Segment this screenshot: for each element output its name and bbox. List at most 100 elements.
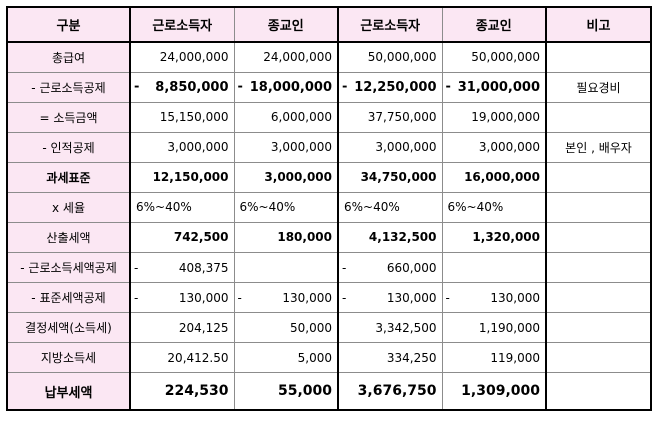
row-label: 납부세액 (6, 372, 131, 411)
note-cell (545, 312, 652, 344)
value-cell: 180,000 (233, 221, 339, 254)
value-text: 3,000,000 (264, 170, 332, 185)
value-cell: 3,000,000 (129, 131, 235, 163)
tax-comparison-table: 구분 근로소득자 종교인 근로소득자 종교인 비고 총급여 24,000,000… (6, 6, 652, 411)
value-cell: 3,000,000 (441, 131, 547, 163)
table-row: 결정세액(소득세) 204,125 50,000 3,342,500 1,190… (6, 312, 652, 344)
header-note: 비고 (545, 6, 652, 44)
value-cell: 1,309,000 (441, 372, 547, 411)
value-text: 3,000,000 (167, 140, 229, 155)
row-label: - 인적공제 (6, 131, 131, 163)
value-text: 5,000 (297, 350, 332, 365)
value-text: 3,342,500 (375, 320, 437, 335)
table-row: 과세표준 12,150,000 3,000,000 34,750,000 16,… (6, 161, 652, 193)
value-cell: 24,000,000 (233, 41, 339, 73)
minus-sign: - (134, 290, 139, 305)
minus-sign: - (342, 260, 347, 275)
note-cell (545, 161, 652, 193)
row-label: 결정세액(소득세) (6, 312, 131, 344)
value-text: 20,412.50 (167, 350, 229, 365)
value-cell: -12,250,000 (337, 71, 443, 103)
minus-sign: - (342, 79, 348, 95)
note-cell (545, 41, 652, 73)
value-cell: 5,000 (233, 342, 339, 374)
value-text: 130,000 (178, 290, 229, 305)
value-cell (233, 252, 339, 284)
note-cell (545, 221, 652, 254)
minus-sign: - (445, 290, 450, 305)
value-cell: 3,000,000 (233, 131, 339, 163)
value-text: 130,000 (386, 290, 437, 305)
value-text: 3,000,000 (270, 140, 332, 155)
note-cell (545, 372, 652, 411)
value-cell: - 130,000 (337, 282, 443, 314)
note-cell (545, 252, 652, 284)
header-religious-1: 종교인 (233, 6, 339, 44)
value-cell: - 408,375 (129, 252, 235, 284)
value-text: 18,000,000 (249, 79, 332, 95)
value-cell: 1,190,000 (441, 312, 547, 344)
table-row: 산출세액 742,500 180,000 4,132,500 1,320,000 (6, 221, 652, 254)
note-cell (545, 191, 652, 223)
note-cell (545, 342, 652, 374)
minus-sign: - (237, 79, 243, 95)
table-row: - 표준세액공제 -130,000 -130,000 -130,000 -130… (6, 282, 652, 314)
value-cell: 19,000,000 (441, 101, 547, 133)
row-label: 과세표준 (6, 161, 131, 193)
note-cell: 본인 , 배우자 (545, 131, 652, 163)
header-worker-1: 근로소득자 (129, 6, 235, 44)
value-text: 660,000 (386, 260, 437, 275)
row-label: 산출세액 (6, 221, 131, 254)
value-text: 15,150,000 (159, 110, 229, 125)
row-label: - 근로소득세액공제 (6, 252, 131, 284)
value-text: 8,850,000 (155, 79, 229, 95)
value-cell: 224,530 (129, 372, 235, 411)
value-text: 50,000,000 (367, 50, 437, 65)
total-row: 납부세액 224,530 55,000 3,676,750 1,309,000 (6, 372, 652, 411)
value-text: 334,250 (386, 350, 437, 365)
value-text: 12,150,000 (152, 170, 229, 185)
table-row: x 세율 6%~40% 6%~40% 6%~40% 6%~40% (6, 191, 652, 223)
value-text: 16,000,000 (464, 170, 540, 185)
value-cell: 334,250 (337, 342, 443, 374)
value-text: 12,250,000 (354, 79, 437, 95)
value-cell: 3,342,500 (337, 312, 443, 344)
row-label: - 표준세액공제 (6, 282, 131, 314)
tax-rate-cell: 6%~40% (441, 191, 547, 223)
tax-rate-cell: 6%~40% (337, 191, 443, 223)
note-cell (545, 101, 652, 133)
row-label: 지방소득세 (6, 342, 131, 374)
minus-sign: - (445, 79, 451, 95)
value-cell: 3,000,000 (337, 131, 443, 163)
minus-sign: - (134, 260, 139, 275)
value-text: 1,309,000 (461, 383, 540, 400)
table-row: - 근로소득공제 -8,850,000 -18,000,000 -12,250,… (6, 71, 652, 103)
value-text: 1,190,000 (478, 320, 540, 335)
row-label: = 소득금액 (6, 101, 131, 133)
value-text: 204,125 (178, 320, 229, 335)
minus-sign: - (237, 290, 242, 305)
value-cell: - 130,000 (129, 282, 235, 314)
value-cell: 37,750,000 (337, 101, 443, 133)
value-cell: 204,125 (129, 312, 235, 344)
value-text: 180,000 (277, 230, 332, 245)
header-religious-2: 종교인 (441, 6, 547, 44)
header-row: 구분 근로소득자 종교인 근로소득자 종교인 비고 (6, 6, 652, 44)
value-text: 224,530 (164, 383, 229, 400)
value-cell: 3,676,750 (337, 372, 443, 411)
value-cell: 3,000,000 (233, 161, 339, 193)
note-cell: 필요경비 (545, 71, 652, 103)
value-cell: 50,000,000 (337, 41, 443, 73)
value-cell: - 130,000 (233, 282, 339, 314)
value-cell: - 660,000 (337, 252, 443, 284)
value-text: 130,000 (282, 290, 332, 305)
row-label: 총급여 (6, 41, 131, 73)
table-row: - 인적공제 3,000,000 3,000,000 3,000,000 3,0… (6, 131, 652, 163)
value-text: 55,000 (277, 383, 332, 400)
row-label: x 세율 (6, 191, 131, 223)
value-text: 3,000,000 (478, 140, 540, 155)
value-text: 742,500 (173, 230, 229, 245)
value-cell: -31,000,000 (441, 71, 547, 103)
value-cell: 4,132,500 (337, 221, 443, 254)
value-cell: 24,000,000 (129, 41, 235, 73)
